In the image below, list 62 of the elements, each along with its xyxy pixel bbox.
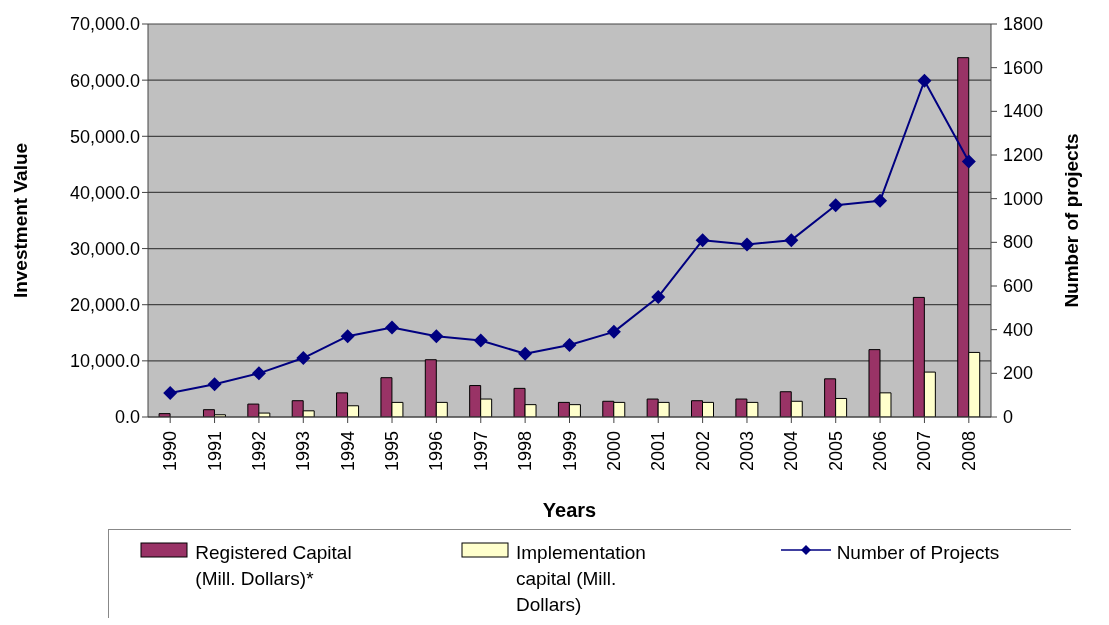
- point: [473, 333, 488, 348]
- y2-tick-label: 1200: [1003, 145, 1044, 165]
- x-tick-label: 2002: [692, 431, 713, 472]
- x-tick-label: 1996: [426, 431, 447, 472]
- y2-tick-label: 1600: [1003, 57, 1044, 78]
- x-tick-label: 1991: [204, 431, 225, 472]
- x-tick-label: 2001: [648, 431, 669, 472]
- point: [207, 377, 222, 392]
- x-tick-label: 2007: [914, 431, 935, 472]
- y-tick-label: 50,000.0: [69, 126, 140, 147]
- point: [340, 329, 355, 344]
- y-tick-label: 20,000.0: [69, 295, 140, 316]
- x-tick-label: 1994: [337, 431, 358, 472]
- point: [961, 154, 976, 169]
- y2-tick-label: 1800: [1003, 14, 1044, 34]
- x-tick-label: 2000: [603, 431, 624, 472]
- x-tick-label: 2006: [870, 431, 891, 472]
- point: [518, 346, 533, 361]
- point: [873, 193, 888, 208]
- x-axis-title: Years: [542, 499, 597, 521]
- y2-tick-label: 600: [1003, 276, 1034, 296]
- point: [784, 233, 799, 248]
- x-tick-label: 2008: [958, 431, 979, 472]
- x-tick-label: 2005: [825, 431, 846, 472]
- point: [251, 366, 266, 381]
- y-tick-label: 60,000.0: [69, 70, 140, 91]
- x-tick-label: 1999: [559, 431, 580, 472]
- point: [739, 237, 754, 252]
- y2-tick-label: 400: [1003, 319, 1034, 340]
- x-tick-label: 2003: [736, 431, 757, 472]
- y2-tick-label: 1400: [1003, 101, 1044, 122]
- y-tick-label: 30,000.0: [69, 238, 140, 259]
- point: [828, 198, 843, 213]
- point: [651, 289, 666, 304]
- point: [385, 320, 400, 335]
- x-tick-label: 1993: [293, 431, 314, 472]
- y-axis-title: Investment Value: [9, 142, 31, 299]
- point: [917, 73, 932, 88]
- x-tick-label: 1995: [382, 431, 403, 472]
- point: [562, 337, 577, 352]
- point: [163, 385, 178, 400]
- y2-axis-title: Number of projects: [1060, 133, 1082, 308]
- point: [695, 233, 710, 248]
- point: [606, 324, 621, 339]
- x-tick-label: 2004: [781, 431, 802, 472]
- y2-tick-label: 800: [1003, 232, 1034, 253]
- x-tick-label: 1992: [248, 431, 269, 472]
- y2-tick-label: 0: [1003, 407, 1014, 427]
- y-tick-label: 70,000.0: [69, 14, 140, 35]
- point: [296, 351, 311, 366]
- legend-label: Registered Capital (Mill. Dollars)*: [195, 541, 353, 591]
- point: [429, 329, 444, 344]
- legend-label: Number of Projects: [836, 541, 1001, 565]
- y-tick-label: 40,000.0: [69, 182, 140, 203]
- y2-tick-label: 1000: [1003, 188, 1044, 209]
- x-tick-label: 1997: [470, 431, 491, 472]
- y-tick-label: 10,000.0: [69, 351, 140, 372]
- y2-tick-label: 200: [1003, 363, 1034, 384]
- x-tick-label: 1998: [515, 431, 536, 472]
- x-tick-label: 1990: [160, 431, 181, 472]
- legend-label: Implementation capital (Mill. Dollars): [515, 541, 647, 617]
- y-tick-label: 0.0: [114, 407, 140, 428]
